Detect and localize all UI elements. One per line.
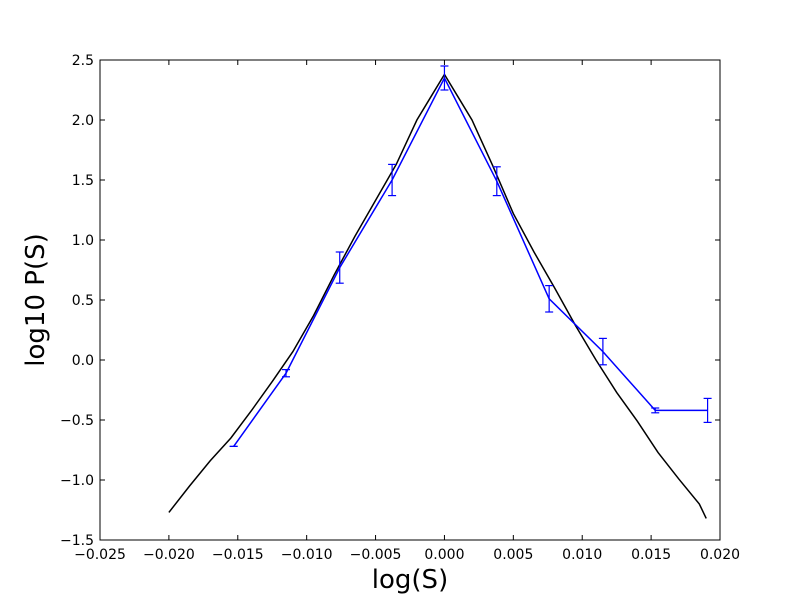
error-bar [703,397,712,423]
error-bar [282,369,290,378]
x-tick-label: −0.015 [212,547,264,563]
y-ticks: −1.5 −1.0 −0.5 0.0 0.5 1.0 1.5 2.0 2.5 [60,53,720,549]
error-bar [651,407,660,414]
y-tick-label: 0.5 [72,293,94,309]
y-tick-label: −1.5 [60,533,94,549]
error-bar [545,285,554,313]
y-tick-label: 2.5 [72,53,94,69]
y-tick-label: 2.0 [72,113,94,129]
plot-area [99,59,721,541]
error-bar [598,337,607,366]
error-bar [440,65,449,91]
x-tick-label: 0.010 [562,547,602,563]
y-tick-label: 1.0 [72,233,94,249]
x-tick-label: −0.005 [350,547,402,563]
error-bar [492,166,501,197]
x-ticks: −0.025 −0.020 −0.015 −0.010 −0.005 0.000 0.005… [74,60,740,563]
x-tick-label: −0.025 [74,547,126,563]
y-tick-label: 0.0 [72,353,94,369]
x-axis-label: log(S) [372,565,448,595]
error-bar [388,163,397,197]
y-tick-label: −0.5 [60,413,94,429]
x-tick-label: 0.015 [631,547,671,563]
x-tick-label: −0.020 [143,547,195,563]
blue-series-line [233,76,708,447]
blue-series [229,65,712,447]
error-bar [335,251,344,284]
x-tick-label: 0.000 [424,547,464,563]
y-tick-label: 1.5 [72,173,94,189]
x-tick-label: 0.020 [700,547,740,563]
x-tick-label: 0.005 [493,547,533,563]
y-tick-label: −1.0 [60,473,94,489]
y-axis-label: log10 P(S) [21,233,51,366]
x-tick-label: −0.010 [281,547,333,563]
